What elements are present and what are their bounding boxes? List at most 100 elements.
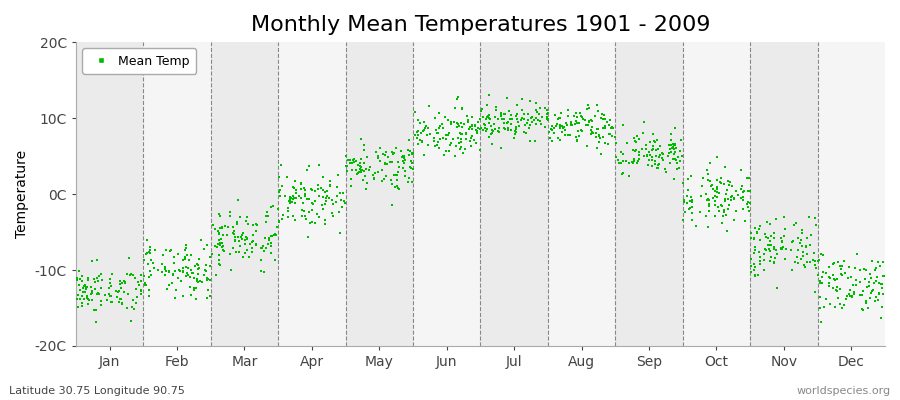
- Point: [531, 116, 545, 123]
- Point: [128, 275, 142, 281]
- Point: [417, 118, 431, 125]
- Point: [236, 254, 250, 260]
- Point: [213, 225, 228, 231]
- Point: [746, 250, 760, 256]
- Point: [681, 206, 696, 213]
- Point: [208, 226, 222, 232]
- Point: [748, 264, 762, 270]
- Point: [528, 100, 543, 106]
- Point: [561, 107, 575, 113]
- Point: [831, 259, 845, 266]
- Point: [464, 132, 479, 139]
- Point: [667, 142, 681, 148]
- Point: [814, 319, 829, 325]
- Point: [392, 163, 407, 170]
- Point: [543, 135, 557, 141]
- Point: [78, 284, 93, 290]
- Bar: [346, 42, 413, 346]
- Point: [808, 262, 823, 268]
- Point: [297, 184, 311, 191]
- Bar: [413, 42, 481, 346]
- Point: [482, 92, 497, 98]
- Point: [823, 275, 837, 281]
- Point: [491, 128, 506, 135]
- Point: [144, 257, 158, 264]
- Point: [326, 200, 340, 207]
- Point: [264, 250, 278, 256]
- Bar: [76, 42, 143, 346]
- Point: [703, 160, 717, 166]
- Point: [642, 148, 656, 155]
- Point: [684, 196, 698, 203]
- Point: [528, 114, 543, 121]
- Title: Monthly Mean Temperatures 1901 - 2009: Monthly Mean Temperatures 1901 - 2009: [251, 15, 710, 35]
- Point: [173, 268, 187, 274]
- Point: [70, 277, 85, 284]
- Point: [799, 244, 814, 250]
- Point: [616, 158, 630, 164]
- Point: [670, 160, 684, 167]
- Point: [76, 282, 91, 289]
- Point: [120, 305, 134, 312]
- Point: [581, 122, 596, 128]
- Point: [472, 126, 487, 133]
- Point: [871, 290, 886, 297]
- Point: [115, 301, 130, 307]
- Point: [254, 268, 268, 274]
- Point: [395, 153, 410, 159]
- Point: [464, 121, 479, 128]
- Point: [356, 160, 371, 166]
- Point: [295, 200, 310, 206]
- Point: [181, 272, 195, 278]
- Point: [797, 264, 812, 270]
- Point: [605, 124, 619, 131]
- Point: [572, 120, 586, 126]
- Point: [200, 274, 214, 281]
- Point: [113, 280, 128, 287]
- Point: [650, 136, 664, 143]
- Point: [461, 117, 475, 124]
- Point: [744, 262, 759, 269]
- Point: [676, 217, 690, 224]
- Point: [830, 288, 844, 294]
- Point: [611, 160, 625, 166]
- Point: [606, 125, 620, 132]
- Point: [129, 286, 143, 292]
- Point: [635, 130, 650, 136]
- Bar: [548, 42, 616, 346]
- Point: [759, 234, 773, 240]
- Point: [608, 134, 622, 140]
- Point: [286, 184, 301, 190]
- Point: [644, 157, 659, 164]
- Point: [390, 176, 404, 183]
- Point: [417, 126, 431, 133]
- Point: [557, 132, 572, 138]
- Point: [228, 237, 242, 244]
- Point: [419, 132, 434, 138]
- Point: [512, 123, 526, 129]
- Point: [632, 136, 646, 142]
- Point: [877, 273, 891, 279]
- Point: [762, 241, 777, 248]
- Point: [595, 111, 609, 118]
- Point: [560, 122, 574, 128]
- Point: [579, 122, 593, 128]
- Point: [855, 306, 869, 312]
- Point: [331, 209, 346, 216]
- Point: [283, 198, 297, 204]
- Point: [82, 297, 96, 303]
- Point: [521, 124, 535, 131]
- Point: [141, 249, 156, 256]
- Point: [717, 198, 732, 204]
- Point: [391, 185, 405, 191]
- Point: [594, 115, 608, 121]
- Point: [842, 286, 857, 293]
- Point: [797, 261, 812, 268]
- Point: [187, 287, 202, 293]
- Point: [715, 175, 729, 182]
- Point: [391, 159, 405, 165]
- Point: [741, 188, 755, 195]
- Point: [94, 298, 108, 304]
- Point: [191, 278, 205, 285]
- Point: [73, 296, 87, 302]
